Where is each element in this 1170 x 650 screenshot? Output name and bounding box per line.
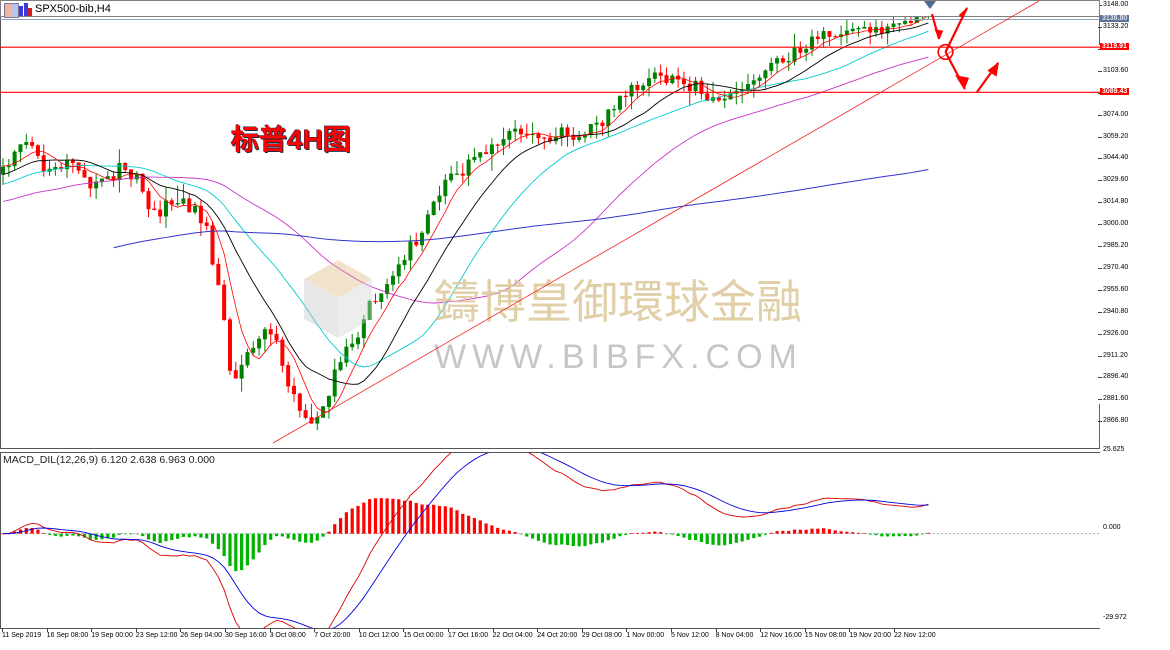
svg-text:鑄博皇御環球金融: 鑄博皇御環球金融 bbox=[434, 276, 802, 328]
svg-text:WWW.BIBFX.COM: WWW.BIBFX.COM bbox=[434, 338, 803, 376]
